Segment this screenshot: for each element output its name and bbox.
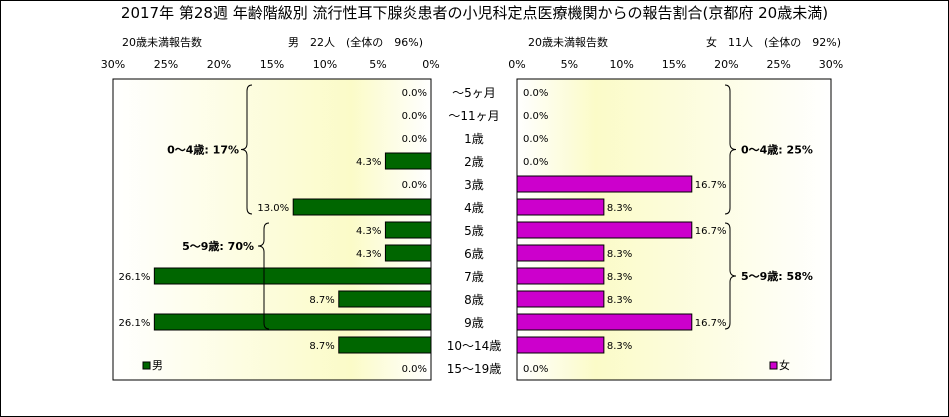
male-plot-area (112, 78, 432, 381)
male-bar (338, 336, 432, 354)
female-x-tick-label: 10% (609, 58, 633, 71)
age-category-label: 10～14歳 (447, 339, 502, 353)
age-category-label: ～5ヶ月 (452, 86, 496, 100)
female-bar (516, 221, 693, 239)
age-category-label: 8歳 (464, 293, 484, 307)
female-data-label: 8.3% (607, 341, 632, 352)
female-data-label: 8.3% (607, 249, 632, 260)
male-data-label: 4.3% (356, 226, 381, 237)
female-data-label: 16.7% (695, 318, 727, 329)
female-data-label: 0.0% (523, 364, 548, 375)
female-group-label: 5～9歳: 58% (741, 269, 813, 283)
female-x-tick-label: 20% (714, 58, 738, 71)
age-category-label: 15～19歳 (447, 362, 502, 376)
age-category-label: 7歳 (464, 270, 484, 284)
female-legend-swatch (769, 361, 778, 370)
female-data-label: 8.3% (607, 295, 632, 306)
age-category-label: 1歳 (464, 132, 484, 146)
female-data-label: 8.3% (607, 272, 632, 283)
male-x-tick-label: 0% (422, 58, 439, 71)
male-bar (292, 198, 432, 216)
male-group-label: 5～9歳: 70% (182, 239, 254, 253)
female-header-right: 女 11人 (全体の 92%) (706, 36, 842, 49)
female-bar (516, 313, 693, 331)
male-x-tick-label: 15% (260, 58, 284, 71)
female-bar (516, 198, 605, 216)
age-category-label: 2歳 (464, 155, 484, 169)
male-data-label: 0.0% (402, 111, 427, 122)
female-bar (516, 175, 693, 193)
female-bar (516, 336, 605, 354)
female-x-tick-label: 0% (508, 58, 525, 71)
female-data-label: 8.3% (607, 203, 632, 214)
male-x-tick-label: 10% (313, 58, 337, 71)
male-data-label: 8.7% (309, 341, 334, 352)
male-legend-swatch (142, 361, 151, 370)
female-header-left: 20歳未満報告数 (528, 36, 608, 49)
male-x-tick-label: 25% (154, 58, 178, 71)
age-category-label: 5歳 (464, 224, 484, 238)
male-bar (338, 290, 432, 308)
male-data-label: 13.0% (257, 203, 289, 214)
male-bar (384, 221, 432, 239)
female-group-brace (724, 222, 737, 330)
age-category-label: 4歳 (464, 201, 484, 215)
male-data-label: 26.1% (119, 318, 151, 329)
female-bar (516, 267, 605, 285)
male-data-label: 0.0% (402, 364, 427, 375)
female-data-label: 0.0% (523, 157, 548, 168)
male-data-label: 8.7% (309, 295, 334, 306)
male-x-tick-label: 5% (369, 58, 386, 71)
age-category-label: 9歳 (464, 316, 484, 330)
chart-title: 2017年 第28週 年齢階級別 流行性耳下腺炎患者の小児科定点医療機関からの報… (120, 4, 829, 22)
male-group-brace (240, 84, 253, 215)
female-x-tick-label: 15% (662, 58, 686, 71)
male-x-tick-label: 30% (101, 58, 125, 71)
age-category-label: 3歳 (464, 178, 484, 192)
male-group-brace (257, 222, 270, 330)
male-data-label: 0.0% (402, 134, 427, 145)
male-data-label: 0.0% (402, 180, 427, 191)
female-group-brace (724, 84, 737, 215)
female-x-tick-label: 25% (766, 58, 790, 71)
female-data-label: 16.7% (695, 226, 727, 237)
male-bar (384, 152, 432, 170)
male-data-label: 26.1% (119, 272, 151, 283)
male-group-label: 0～4歳: 17% (167, 143, 239, 157)
male-bar (153, 267, 432, 285)
female-data-label: 0.0% (523, 88, 548, 99)
male-data-label: 4.3% (356, 249, 381, 260)
male-header-right: 男 22人 (全体の 96%) (288, 36, 424, 49)
female-bar (516, 244, 605, 262)
male-data-label: 4.3% (356, 157, 381, 168)
female-x-tick-label: 30% (819, 58, 843, 71)
male-bar (153, 313, 432, 331)
female-x-tick-label: 5% (561, 58, 578, 71)
male-legend-label: 男 (152, 359, 163, 372)
female-data-label: 16.7% (695, 180, 727, 191)
female-bar (516, 290, 605, 308)
female-legend-label: 女 (779, 358, 790, 372)
female-data-label: 0.0% (523, 111, 548, 122)
age-category-label: 6歳 (464, 247, 484, 261)
male-bar (384, 244, 432, 262)
male-header-left: 20歳未満報告数 (122, 36, 202, 49)
female-data-label: 0.0% (523, 134, 548, 145)
age-category-label: ～11ヶ月 (448, 109, 499, 123)
male-x-tick-label: 20% (207, 58, 231, 71)
female-group-label: 0～4歳: 25% (741, 143, 813, 157)
male-data-label: 0.0% (402, 88, 427, 99)
